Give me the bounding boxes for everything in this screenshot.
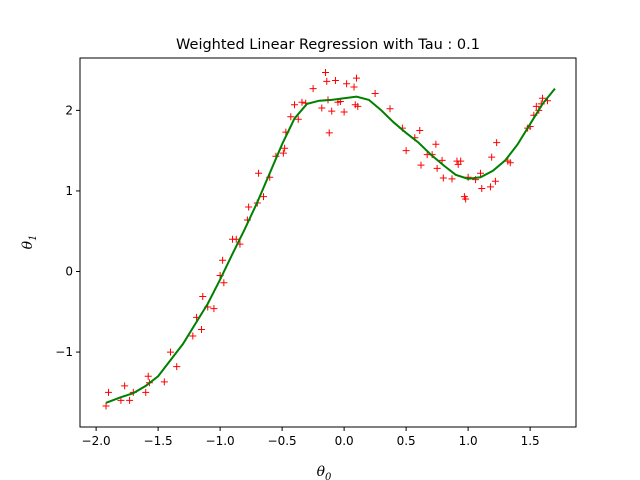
data-point [102, 402, 110, 410]
data-point [438, 156, 446, 164]
data-point [279, 149, 287, 157]
data-point [350, 83, 358, 91]
data-point [416, 127, 424, 135]
data-point [539, 94, 547, 102]
data-point [462, 195, 470, 203]
x-tick-label: 1.5 [521, 434, 540, 448]
data-point [210, 305, 218, 313]
regression-line [105, 87, 556, 404]
x-axis: −2.0 −1.5 −1.0 −0.5 0.0 0.5 1.0 1.5 [82, 427, 540, 448]
y-axis-label-subscript: 1 [28, 235, 39, 241]
plot-area [79, 57, 577, 428]
data-point [189, 332, 197, 340]
data-point [281, 144, 289, 152]
data-point [121, 382, 129, 390]
y-tick-label: −1 [55, 345, 73, 359]
x-axis-label-symbol: θ [317, 464, 326, 480]
data-point [245, 203, 253, 211]
x-tick-label: 0.5 [397, 434, 416, 448]
y-tick-label: 0 [65, 265, 73, 279]
data-point [318, 104, 326, 112]
x-axis-label: θ0 [317, 464, 332, 480]
data-point [354, 102, 362, 110]
data-point [328, 107, 336, 115]
data-point [309, 85, 317, 93]
x-tick-label: −1.0 [206, 434, 235, 448]
data-point [322, 69, 330, 76]
data-point [439, 174, 447, 182]
data-point [331, 77, 339, 85]
x-tick-label: −1.5 [144, 434, 173, 448]
data-point [343, 80, 351, 88]
y-tick-label: 1 [65, 184, 73, 198]
data-point [198, 326, 206, 334]
data-point [353, 74, 361, 82]
data-point [491, 177, 499, 185]
data-point [432, 140, 440, 148]
data-point [160, 378, 168, 386]
x-tick-label: −0.5 [268, 434, 297, 448]
x-tick-label: 0.0 [335, 434, 354, 448]
data-point [532, 102, 540, 110]
data-point [488, 153, 496, 161]
data-point [457, 157, 465, 165]
plot-frame [79, 57, 577, 428]
data-point [486, 183, 494, 191]
data-point [167, 348, 175, 356]
data-point [340, 108, 348, 116]
data-point [287, 113, 295, 121]
data-point [386, 105, 394, 113]
data-point [298, 98, 306, 106]
data-point [417, 161, 425, 169]
data-point [448, 175, 456, 183]
data-point [260, 193, 268, 201]
data-point [199, 292, 207, 300]
x-axis-label-subscript: 0 [325, 472, 332, 480]
data-point [325, 129, 333, 137]
data-point [477, 169, 485, 177]
data-point [126, 396, 134, 404]
data-point [232, 235, 240, 243]
data-point [144, 372, 152, 380]
y-axis-label: θ1 [20, 235, 39, 250]
data-point [219, 256, 227, 264]
y-tick-label: 2 [65, 103, 73, 117]
x-tick-label: 1.0 [459, 434, 478, 448]
data-point [402, 147, 410, 155]
data-point [323, 77, 331, 85]
data-point [478, 185, 486, 193]
data-point [294, 115, 302, 123]
data-point [142, 388, 150, 396]
data-point [105, 388, 113, 396]
data-point [291, 101, 299, 109]
y-axis-label-symbol: θ [20, 240, 36, 249]
chart-title: Weighted Linear Regression with Tau : 0.… [176, 37, 480, 53]
data-point [371, 89, 379, 97]
data-point [220, 279, 228, 287]
data-point [506, 159, 514, 167]
x-tick-label: −2.0 [82, 434, 111, 448]
y-axis: −1 0 1 2 [55, 103, 80, 359]
data-point [433, 164, 441, 172]
data-point [255, 169, 263, 177]
data-point [493, 139, 501, 147]
data-point [173, 363, 181, 371]
